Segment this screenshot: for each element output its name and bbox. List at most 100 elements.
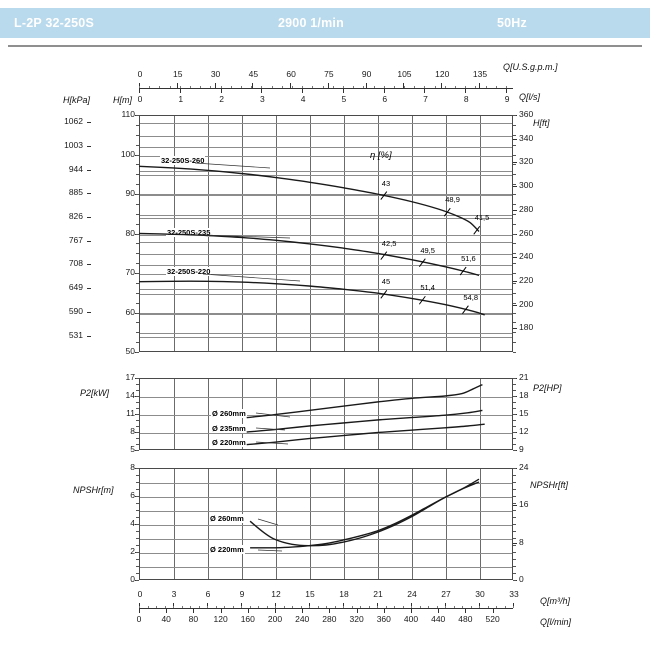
tick-minor [436, 606, 438, 608]
tick-minor [434, 86, 436, 88]
tick-m3h [241, 603, 242, 608]
tick-minor [312, 86, 314, 88]
tick-minor [513, 503, 516, 504]
tick-gpm [403, 83, 405, 88]
tick-label-gpm: 15 [173, 69, 183, 79]
tick-minor [513, 115, 516, 116]
p2-kw-label: 5 [130, 444, 135, 454]
tick-minor [334, 606, 336, 608]
tick-minor [136, 559, 139, 560]
gridline-vertical [480, 379, 481, 449]
tick-minor [200, 86, 202, 88]
efficiency-marker [473, 226, 481, 235]
tick-label-m3h: 33 [509, 589, 519, 599]
h-kpa-tick [87, 312, 91, 314]
npsh-ft-tick [513, 505, 517, 507]
tick-label-gpm: 75 [324, 69, 334, 79]
label-leader-line [202, 234, 291, 239]
tick-minor [266, 606, 268, 608]
efficiency-value-label: 51,6 [461, 254, 476, 264]
gridline-vertical [208, 379, 209, 449]
tick-minor [351, 606, 353, 608]
h-kpa-label: 885 [68, 187, 83, 198]
tick-lmin [193, 608, 195, 613]
gridline-horizontal [140, 337, 512, 338]
tick-label-m3h: 15 [305, 589, 315, 599]
tick-minor [309, 606, 310, 608]
axis-title-m3h: Q[m³/h] [540, 596, 571, 606]
tick-gpm [365, 83, 367, 88]
tick-ls [465, 88, 467, 93]
tick-lmin [275, 608, 276, 613]
label-leader-line [257, 549, 283, 552]
npsh-curve-label-1: Ø 220mm [209, 545, 245, 554]
efficiency-marker [443, 207, 451, 217]
tick-minor [179, 86, 181, 88]
tick-minor [326, 606, 327, 608]
axis-title-npshft: NPSHr[ft] [530, 480, 569, 490]
tick-minor [513, 432, 516, 433]
gridline-horizontal [140, 567, 512, 568]
gridline-horizontal [140, 511, 512, 512]
tick-minor [136, 444, 139, 445]
tick-minor [136, 524, 139, 525]
tick-minor [136, 438, 139, 439]
gridline-vertical [344, 116, 345, 351]
gridline-horizontal [140, 242, 512, 243]
label-leader-line [257, 518, 279, 526]
tick-m3h [445, 603, 446, 608]
curve---260mm [249, 478, 480, 547]
tick-minor [149, 86, 151, 88]
header-band: L-2P 32-250S 2900 1/min 50Hz [0, 8, 650, 38]
tick-minor [513, 282, 516, 284]
tick-gpm [139, 83, 140, 88]
gridline-horizontal [140, 553, 512, 554]
gridline-vertical [310, 116, 311, 351]
gridline-vertical [174, 469, 175, 579]
tick-m3h [479, 603, 480, 608]
tick-minor [207, 606, 208, 608]
tick-minor [136, 223, 139, 225]
tick-minor [428, 606, 429, 608]
npsh-ft-tick [513, 542, 517, 544]
tick-minor [485, 86, 487, 88]
tick-minor [377, 606, 378, 608]
curve-label-32-250S-220: 32-250S-220 [166, 267, 212, 276]
tick-label-ls: 7 [423, 94, 428, 104]
gridline-horizontal [140, 314, 512, 315]
tick-minor [513, 342, 516, 344]
efficiency-value-label: 43 [381, 178, 391, 188]
tick-minor [353, 86, 355, 88]
gridline-vertical [276, 116, 277, 351]
tick-minor [513, 292, 516, 294]
tick-minor [513, 352, 516, 353]
tick-minor [159, 86, 161, 88]
curve-32-250s-260 [138, 165, 480, 232]
p2-hp-label: 18 [519, 390, 529, 400]
top-axis-line [139, 88, 513, 89]
h-kpa-tick [87, 335, 91, 337]
tick-minor [453, 606, 455, 608]
tick-gpm [327, 83, 329, 88]
tick-minor [210, 86, 212, 88]
gridline-horizontal [140, 294, 512, 295]
tick-minor [513, 134, 516, 136]
gridline-vertical [344, 469, 345, 579]
tick-lmin [492, 608, 494, 613]
tick-minor [139, 606, 140, 608]
tick-minor [164, 606, 166, 608]
h-kpa-label: 1062 [64, 115, 83, 126]
tick-minor [513, 475, 516, 476]
gridline-horizontal [140, 136, 512, 137]
tick-minor [136, 184, 139, 186]
tick-minor [445, 606, 446, 608]
p2-hp-label: 15 [519, 408, 529, 418]
tick-label-m3h: 12 [271, 589, 281, 599]
tick-minor [169, 86, 171, 88]
npsh-chart-plot [139, 468, 513, 580]
tick-minor [136, 312, 139, 314]
h-ft-tick [513, 304, 517, 306]
tick-label-gpm: 135 [472, 69, 488, 79]
efficiency-value-label: 54,8 [463, 292, 478, 302]
